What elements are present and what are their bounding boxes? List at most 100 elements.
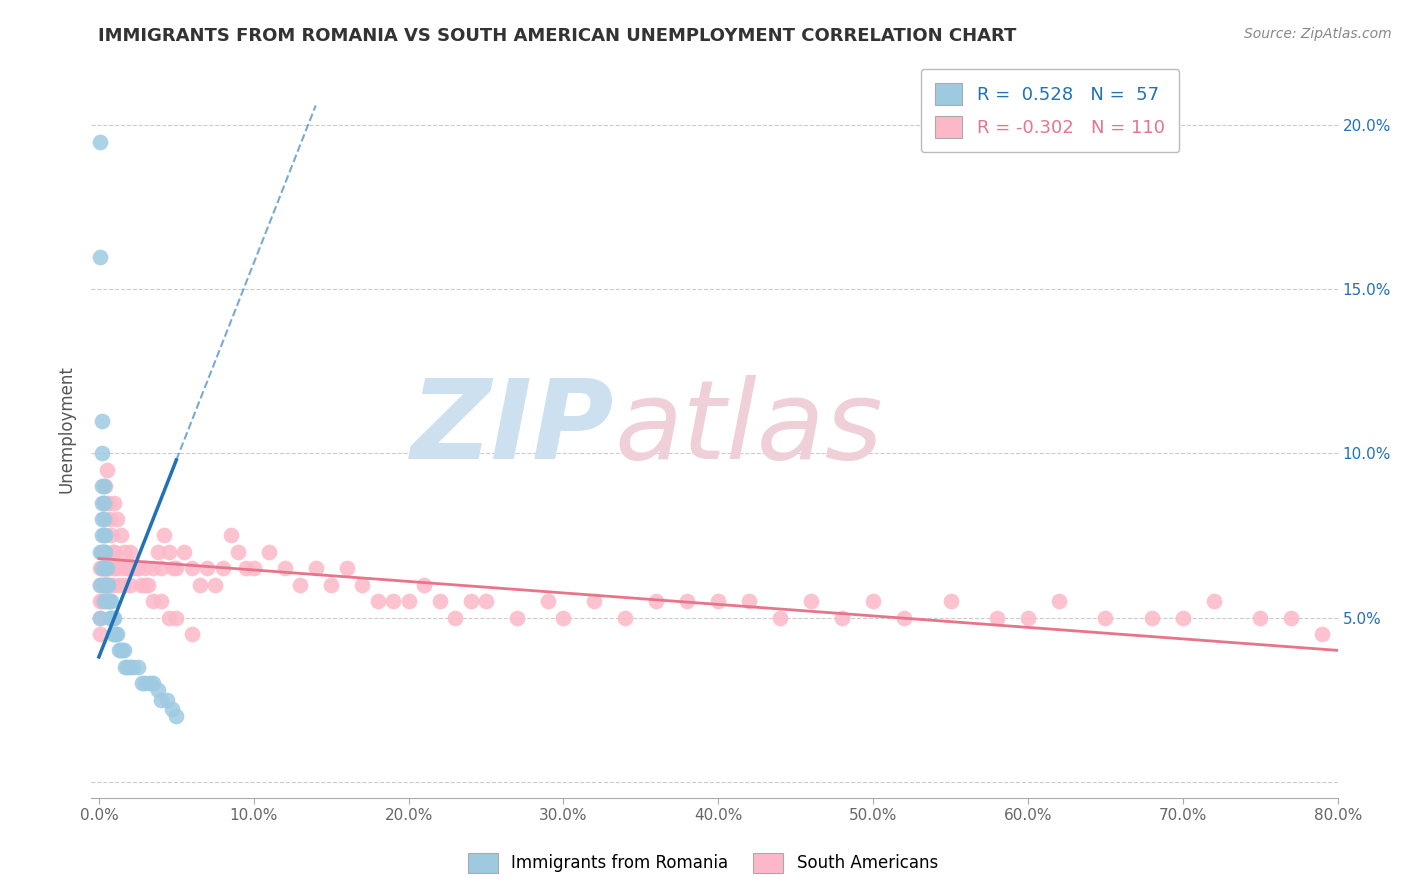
Point [93,479,115,493]
Text: IMMIGRANTS FROM ROMANIA VS SOUTH AMERICAN UNEMPLOYMENT CORRELATION CHART: IMMIGRANTS FROM ROMANIA VS SOUTH AMERICA… [98,27,1017,45]
Point [91,594,114,608]
Point [91,545,114,559]
Point [110,528,132,542]
Point [131,676,153,690]
Point [108,643,131,657]
Point [180,627,202,641]
Point [101,578,124,592]
Point [112,578,135,592]
Point [939,594,962,608]
Point [157,610,180,624]
Point [107,512,129,526]
Point [91,561,114,575]
Point [96,561,118,575]
Point [127,660,149,674]
Point [94,561,117,575]
Y-axis label: Unemployment: Unemployment [58,365,75,492]
Point [89,561,111,575]
Point [475,594,498,608]
Point [1202,594,1225,608]
Point [127,561,149,575]
Point [94,578,117,592]
Point [413,578,436,592]
Point [142,561,165,575]
Point [97,561,120,575]
Point [110,643,132,657]
Point [97,496,120,510]
Point [98,512,121,526]
Point [139,676,162,690]
Text: Source: ZipAtlas.com: Source: ZipAtlas.com [1244,27,1392,41]
Point [204,578,226,592]
Point [180,561,202,575]
Point [93,512,115,526]
Point [986,610,1008,624]
Point [160,702,183,716]
Point [118,578,141,592]
Point [398,594,420,608]
Point [173,545,195,559]
Legend: R =  0.528   N =  57, R = -0.302   N = 110: R = 0.528 N = 57, R = -0.302 N = 110 [921,69,1180,153]
Point [100,610,122,624]
Point [94,545,117,559]
Point [382,594,405,608]
Point [94,578,117,592]
Point [321,578,343,592]
Point [219,528,242,542]
Point [108,578,131,592]
Point [1249,610,1271,624]
Point [134,676,156,690]
Point [1140,610,1163,624]
Point [257,545,280,559]
Point [336,561,359,575]
Point [553,610,575,624]
Point [100,594,122,608]
Point [96,594,118,608]
Point [93,545,115,559]
Point [1017,610,1039,624]
Point [118,660,141,674]
Point [645,594,668,608]
Point [91,496,114,510]
Point [107,627,129,641]
Text: atlas: atlas [614,376,883,483]
Point [537,594,560,608]
Legend: Immigrants from Romania, South Americans: Immigrants from Romania, South Americans [461,847,945,880]
Point [1094,610,1116,624]
Point [89,578,111,592]
Point [89,135,111,149]
Point [769,610,792,624]
Point [89,610,111,624]
Point [367,594,389,608]
Point [1279,610,1302,624]
Point [707,594,730,608]
Point [93,578,115,592]
Point [274,561,297,575]
Point [112,643,135,657]
Point [115,561,138,575]
Point [94,479,117,493]
Point [94,528,117,542]
Point [676,594,699,608]
Point [583,594,606,608]
Point [444,610,467,624]
Point [93,528,115,542]
Point [129,578,152,592]
Point [91,512,114,526]
Point [149,561,172,575]
Point [98,610,121,624]
Point [111,643,134,657]
Point [103,627,125,641]
Point [153,528,176,542]
Point [162,561,184,575]
Point [97,578,120,592]
Point [100,528,122,542]
Point [118,545,141,559]
Point [305,561,328,575]
Point [429,594,451,608]
Point [114,660,136,674]
Point [157,545,180,559]
Point [89,545,111,559]
Point [101,610,124,624]
Point [242,561,264,575]
